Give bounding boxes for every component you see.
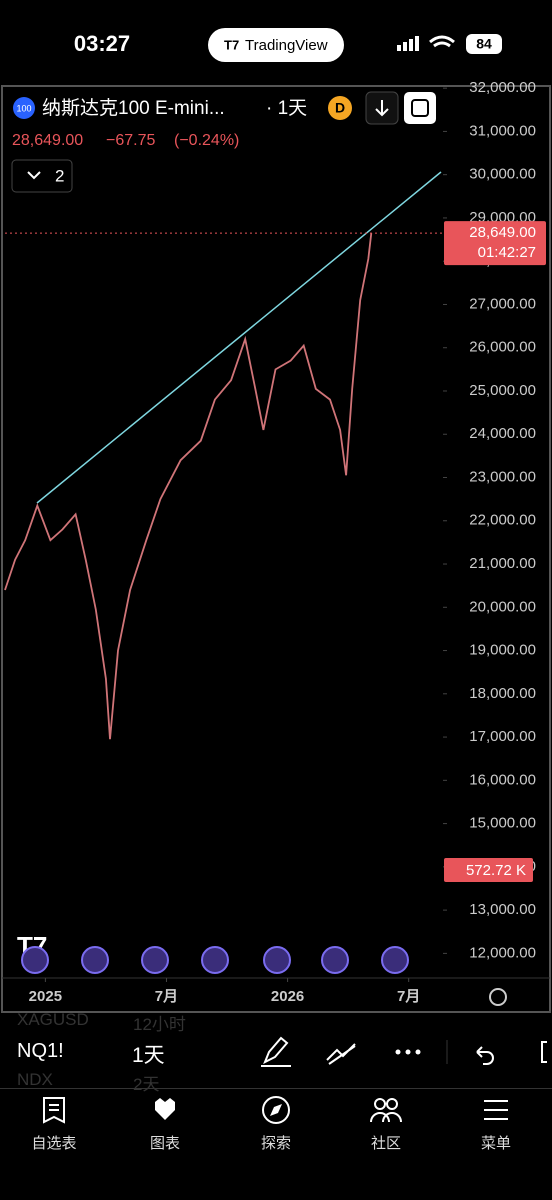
y-tick-label: 12,000.00 [469, 944, 536, 961]
y-tick-label: 16,000.00 [469, 771, 536, 788]
battery [466, 34, 502, 54]
explore-icon[interactable] [262, 1096, 290, 1124]
chart-frame [1, 85, 551, 1013]
behind-symbol: XAGUSD [17, 1010, 89, 1029]
volume-box [444, 858, 533, 882]
watchlist-icon[interactable] [43, 1097, 65, 1124]
community-icon[interactable] [370, 1098, 402, 1123]
exchange-icon [328, 96, 352, 120]
indicator-toggle[interactable] [11, 159, 73, 193]
last-price-label: 28,649.00 [469, 224, 536, 241]
price-line [4, 232, 373, 740]
behind-interval: 2天 [133, 1075, 160, 1094]
nav-label[interactable]: 图表 [149, 1135, 180, 1152]
x-tick-label: 7月 [155, 988, 178, 1005]
y-tick-label: 32,000.00 [469, 79, 536, 96]
toolbar-interval[interactable]: 1天 [132, 1044, 165, 1067]
countdown: 01:42:27 [478, 244, 536, 261]
last-price: 28,649.00 [12, 132, 83, 149]
symbol-icon [13, 97, 35, 119]
y-tick-label: 13,000.00 [469, 901, 536, 918]
y-tick-label: 24,000.00 [469, 425, 536, 442]
y-tick-label: 26,000.00 [469, 339, 536, 356]
y-tick-label: 23,000.00 [469, 468, 536, 485]
line-icon[interactable] [326, 1043, 356, 1065]
y-tick-label: 31,000.00 [469, 122, 536, 139]
x-tick-label: 2026 [271, 988, 304, 1005]
price-change: −67.75 [106, 132, 155, 149]
explore-needle [270, 1104, 282, 1116]
more-tools-icon[interactable] [541, 1041, 547, 1063]
y-tick-label: 18,000.00 [469, 685, 536, 702]
chart-icon[interactable] [155, 1098, 175, 1120]
download-icon [375, 100, 389, 117]
symbol-interval: · 1天 [266, 98, 307, 119]
draw-icon[interactable] [261, 1036, 291, 1067]
wifi [429, 35, 455, 48]
more-icon[interactable] [395, 1049, 421, 1055]
nav-divider [0, 1088, 552, 1089]
tv-logo: T7 [224, 37, 239, 52]
status-time: 03:27 [74, 31, 130, 56]
event-icons [21, 946, 409, 974]
nav-label[interactable]: 自选表 [31, 1135, 77, 1152]
price-change-pct: (−0.24%) [174, 132, 239, 149]
behind-interval: 12小时 [133, 1015, 186, 1034]
indicator-count: 2 [55, 166, 64, 185]
y-tick-label: 17,000.00 [469, 728, 536, 745]
battery-level: 84 [476, 36, 492, 52]
app-name: TradingView [245, 37, 328, 54]
fullscreen-icon [411, 99, 429, 117]
toolbar-icons [261, 1036, 547, 1067]
nav-label[interactable]: 菜单 [480, 1135, 511, 1152]
fullscreen-button[interactable] [404, 92, 436, 124]
settings-icon[interactable] [489, 988, 507, 1006]
behind-symbol: NDX [17, 1070, 53, 1089]
exchange-badge: D [335, 100, 345, 116]
y-tick-label: 25,000.00 [469, 382, 536, 399]
last-price-box [444, 221, 546, 266]
nav-label[interactable]: 社区 [370, 1135, 401, 1152]
chevron [27, 171, 41, 180]
y-tick-label: 27,000.00 [469, 295, 536, 312]
app-pill [208, 28, 344, 62]
y-tick-label: 15,000.00 [469, 815, 536, 832]
toolbar-symbol[interactable]: NQ1! [17, 1040, 64, 1062]
y-tick-label: 19,000.00 [469, 642, 536, 659]
y-tick-label: 22,000.00 [469, 512, 536, 529]
volume-label: 572.72 K [466, 862, 526, 879]
nav-label[interactable]: 探索 [260, 1135, 291, 1152]
menu-icon[interactable] [484, 1100, 508, 1120]
signal [397, 36, 419, 51]
symbol-name: 纳斯达克100 E-mini... [42, 97, 225, 119]
y-tick-label: 21,000.00 [469, 555, 536, 572]
y-tick-label: 30,000.00 [469, 166, 536, 183]
x-tick-label: 2025 [29, 988, 62, 1005]
nav-icons [43, 1096, 508, 1124]
symbol-badge: 100 [16, 103, 31, 113]
trend-line [36, 171, 442, 504]
y-tick-label: 20,000.00 [469, 598, 536, 615]
x-tick-label: 7月 [397, 988, 420, 1005]
undo-icon[interactable] [476, 1046, 494, 1065]
